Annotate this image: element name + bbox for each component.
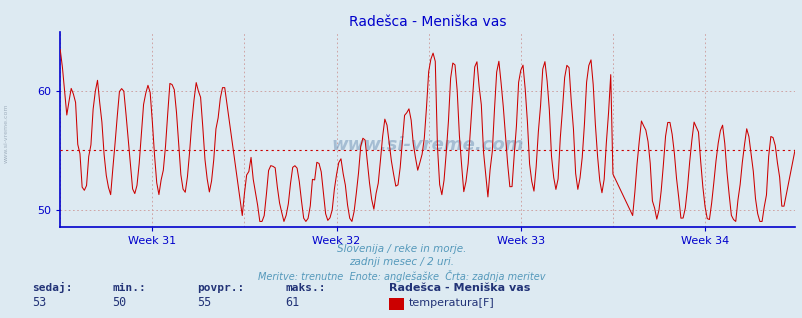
Text: maks.:: maks.:: [285, 283, 325, 293]
Text: 61: 61: [285, 296, 299, 309]
Text: www.si-vreme.com: www.si-vreme.com: [4, 104, 9, 163]
Text: 55: 55: [196, 296, 211, 309]
Text: Radešca - Meniška vas: Radešca - Meniška vas: [389, 283, 530, 293]
Text: povpr.:: povpr.:: [196, 283, 244, 293]
Text: www.si-vreme.com: www.si-vreme.com: [331, 136, 523, 154]
Text: Meritve: trenutne  Enote: anglešaške  Črta: zadnja meritev: Meritve: trenutne Enote: anglešaške Črta…: [257, 270, 545, 282]
Text: Slovenija / reke in morje.: Slovenija / reke in morje.: [336, 244, 466, 254]
Text: 50: 50: [112, 296, 127, 309]
Text: 53: 53: [32, 296, 47, 309]
Text: zadnji mesec / 2 uri.: zadnji mesec / 2 uri.: [349, 257, 453, 267]
Text: temperatura[F]: temperatura[F]: [408, 298, 494, 308]
Title: Radešca - Meniška vas: Radešca - Meniška vas: [348, 15, 506, 29]
Text: sedaj:: sedaj:: [32, 282, 72, 293]
Text: min.:: min.:: [112, 283, 146, 293]
